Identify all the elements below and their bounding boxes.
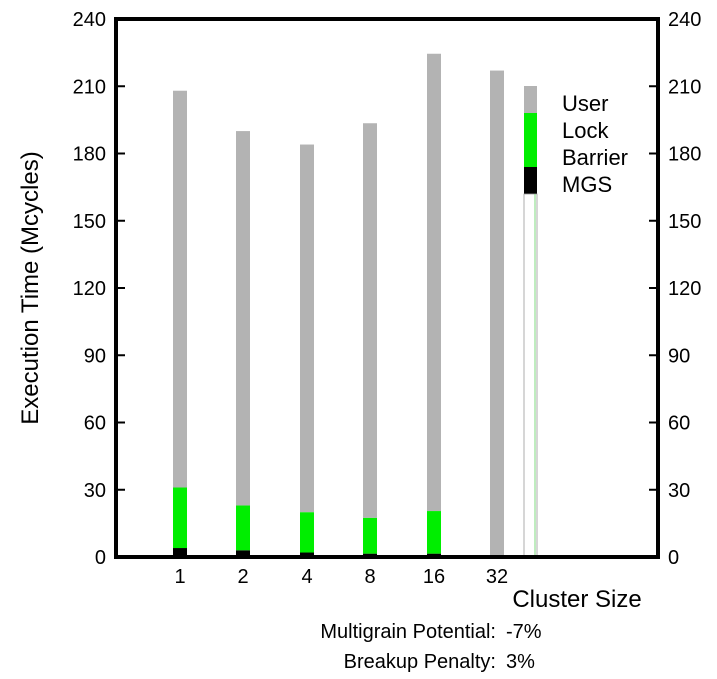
legend-swatch-barrier	[524, 140, 537, 167]
legend: User Lock Barrier MGS	[523, 86, 628, 558]
bar-barrier-1	[173, 487, 187, 549]
bars-group	[173, 53, 504, 557]
y-tick-label-right-30: 30	[668, 480, 690, 502]
breakup-penalty-label: Breakup Penalty:	[344, 651, 496, 673]
legend-swatch-lock	[524, 113, 537, 140]
x-tick-label-32: 32	[486, 566, 508, 588]
bar-barrier-8	[363, 517, 377, 554]
legend-swatch-user	[524, 86, 537, 113]
y-axis-title: Execution Time (Mcycles)	[17, 151, 44, 424]
x-tick-label-1: 1	[174, 566, 185, 588]
legend-label-lock: Lock	[562, 118, 609, 143]
bar-user-32	[490, 70, 504, 557]
bar-user-8	[363, 123, 377, 518]
y-tick-label-left-240: 240	[73, 9, 106, 31]
bar-barrier-2	[236, 505, 250, 551]
y-tick-label-right-240: 240	[668, 9, 701, 31]
y-tick-label-right-120: 120	[668, 278, 701, 300]
bar-mgs-4	[300, 552, 314, 557]
y-tick-label-right-90: 90	[668, 345, 690, 367]
bar-mgs-1	[173, 548, 187, 557]
legend-label-mgs: MGS	[562, 172, 612, 197]
legend-swatches	[523, 86, 538, 558]
multigrain-potential-label: Multigrain Potential:	[320, 621, 496, 643]
legend-swatch-mgs	[524, 167, 537, 194]
x-axis-labels: 1 2 4 8 16 32	[174, 566, 508, 588]
y-tick-label-left-0: 0	[95, 547, 106, 569]
x-tick-label-8: 8	[364, 566, 375, 588]
bar-barrier-16	[427, 511, 441, 554]
x-tick-label-16: 16	[423, 566, 445, 588]
breakup-penalty-value: 3%	[506, 651, 535, 673]
bar-barrier-4	[300, 512, 314, 553]
bar-user-4	[300, 144, 314, 513]
bar-mgs-2	[236, 550, 250, 557]
y-tick-label-right-0: 0	[668, 547, 679, 569]
bar-user-1	[173, 90, 187, 488]
legend-label-barrier: Barrier	[562, 145, 628, 170]
y-tick-label-left-210: 210	[73, 76, 106, 98]
y-tick-label-right-210: 210	[668, 76, 701, 98]
x-axis-title: Cluster Size	[512, 586, 641, 613]
x-tick-label-2: 2	[237, 566, 248, 588]
y-tick-label-right-180: 180	[668, 144, 701, 166]
bar-user-16	[427, 53, 441, 512]
x-tick-label-4: 4	[301, 566, 312, 588]
y-axis-ticks: 0 0 30 30 60 60 90 90 120 120 150 150 180 180 210 210 24…	[73, 9, 702, 569]
y-tick-label-left-60: 60	[84, 413, 106, 435]
y-tick-label-right-150: 150	[668, 211, 701, 233]
y-tick-label-left-30: 30	[84, 480, 106, 502]
y-tick-label-left-120: 120	[73, 278, 106, 300]
y-tick-label-left-150: 150	[73, 211, 106, 233]
legend-label-user: User	[562, 91, 608, 116]
multigrain-potential-value: -7%	[506, 621, 542, 643]
y-tick-label-left-180: 180	[73, 144, 106, 166]
y-tick-label-left-90: 90	[84, 345, 106, 367]
bar-user-2	[236, 131, 250, 506]
y-tick-label-right-60: 60	[668, 413, 690, 435]
